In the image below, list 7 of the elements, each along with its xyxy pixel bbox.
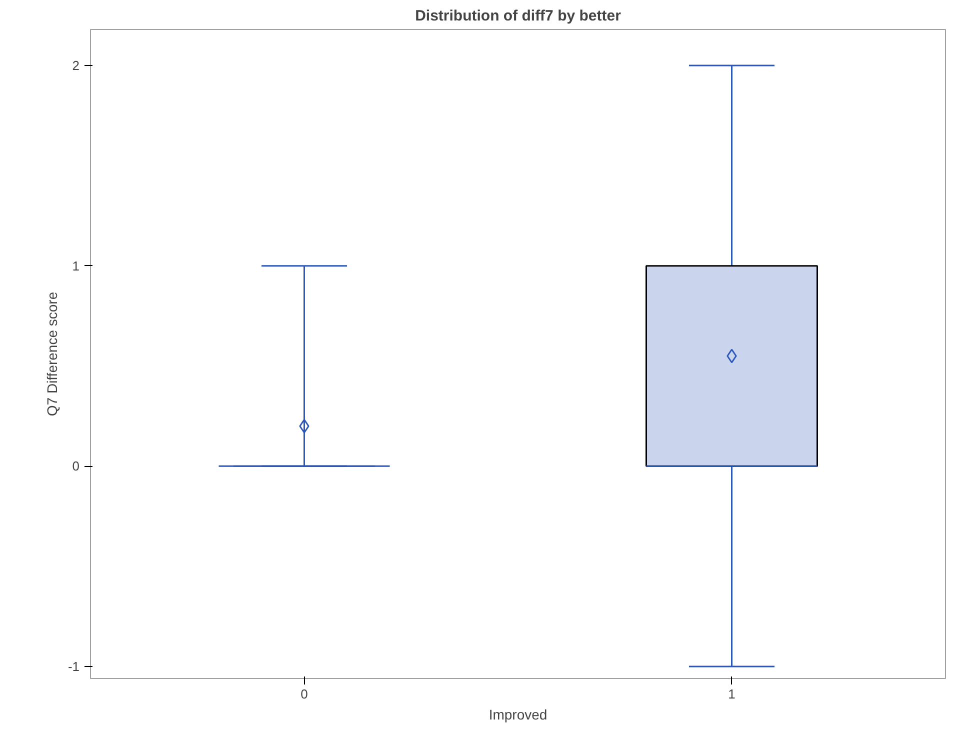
y-tick-label: 1 [72, 258, 80, 274]
y-tick-label: -1 [68, 658, 80, 674]
chart-title: Distribution of diff7 by better [415, 8, 622, 24]
y-axis-title: Q7 Difference score [44, 292, 60, 416]
y-tick-label: 0 [72, 458, 80, 474]
y-tick-label: 2 [72, 58, 80, 74]
x-axis-title: Improved [488, 706, 548, 722]
